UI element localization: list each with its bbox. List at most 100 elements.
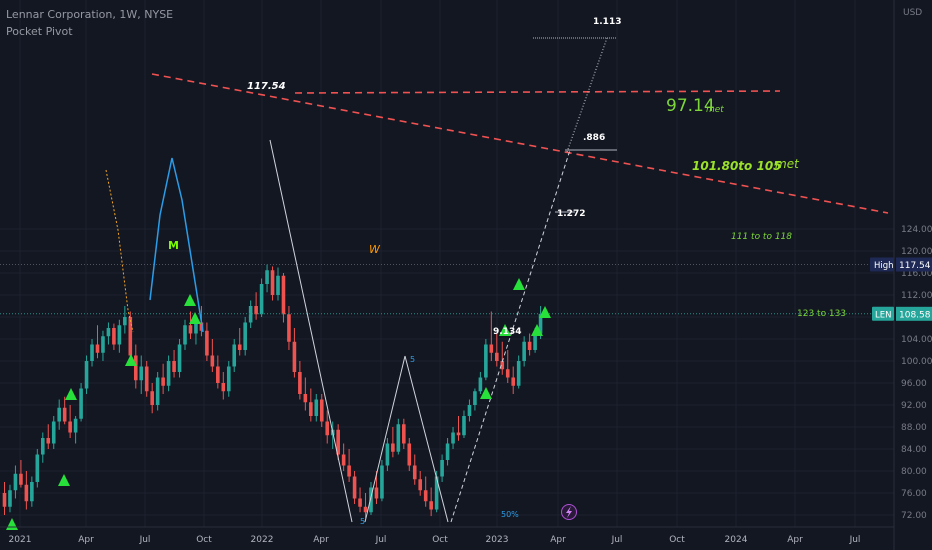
indicator-name[interactable]: Pocket Pivot <box>6 25 73 38</box>
high-badge-value-bg <box>896 257 932 272</box>
chart-legend: Lennar Corporation, 1W, NYSE Pocket Pivo… <box>6 6 173 40</box>
candle-body <box>495 352 499 361</box>
candle-body <box>303 394 308 403</box>
candle-body <box>451 432 455 444</box>
time-tick-label: Jul <box>139 535 151 545</box>
candle-body <box>155 377 160 405</box>
symbol-title[interactable]: Lennar Corporation, 1W, NYSE <box>6 8 174 21</box>
peak-resistance-line <box>294 90 781 94</box>
pocket-pivot-signal <box>184 294 196 306</box>
candle-body <box>347 465 351 477</box>
candle-body <box>489 344 494 353</box>
m-pattern-label: M <box>168 239 179 252</box>
target-10180-label: 101.80to 105 <box>692 159 782 173</box>
candle-body <box>144 366 149 392</box>
candle-body <box>352 476 357 499</box>
time-tick-label: 2021 <box>9 535 32 545</box>
wave-5b-label: 5 <box>360 517 365 526</box>
candle-body <box>270 270 275 295</box>
candle-body <box>90 344 94 361</box>
candle-body <box>538 313 543 334</box>
price-tick-label: 80.00 <box>901 467 927 477</box>
candle-body <box>248 306 253 323</box>
fib-1272-label: 1.272 <box>557 209 585 219</box>
chart-grid <box>0 0 894 527</box>
time-tick-label: Jul <box>849 535 861 545</box>
candle-body <box>139 366 144 381</box>
time-tick-label: Oct <box>196 535 212 545</box>
candle-body <box>380 465 384 499</box>
candle-body <box>51 421 56 444</box>
candle-body <box>35 454 40 482</box>
candle-body <box>473 391 477 405</box>
target-9714-label: 97.14 <box>666 96 715 116</box>
fib-base-line <box>450 149 571 523</box>
ticker-badge-label-bg <box>872 306 894 321</box>
candle-body <box>511 377 516 386</box>
candle-body <box>150 391 154 405</box>
candle-body <box>292 341 297 372</box>
candle-body <box>237 344 242 350</box>
wave-line-down <box>404 355 449 523</box>
wave-5-label: 5 <box>410 355 415 364</box>
candle-body <box>112 328 116 345</box>
candle-body <box>412 465 417 480</box>
time-tick-label: 2024 <box>725 535 748 545</box>
wave-line-up <box>364 355 406 523</box>
candle-body <box>172 361 176 372</box>
candle-body <box>2 493 7 507</box>
pocket-pivot-signal <box>125 354 137 366</box>
candle-body <box>210 355 215 367</box>
candle-body <box>418 479 423 491</box>
pocket-pivot-signal <box>58 474 70 486</box>
candle-body <box>533 333 537 350</box>
candle-body <box>374 487 379 499</box>
candle-body <box>385 443 390 466</box>
price-tick-label: 104.00 <box>901 335 932 345</box>
high-badge-label: High <box>874 261 894 271</box>
price-tick-label: 72.00 <box>901 511 927 521</box>
candle-body <box>429 501 433 510</box>
candle-body <box>402 424 406 444</box>
candle-body <box>456 432 461 436</box>
candle-body <box>462 416 466 436</box>
candle-body <box>478 377 483 392</box>
price-tick-label: 96.00 <box>901 379 927 389</box>
price-tick-label: 124.00 <box>901 225 932 235</box>
pocket-pivot-signal <box>6 518 18 530</box>
time-tick-label: Apr <box>787 535 803 545</box>
candle-body <box>363 506 368 513</box>
pocket-pivot-signal <box>65 388 77 400</box>
price-tick-label: 92.00 <box>901 401 927 411</box>
peak-price-label: 117.54 <box>247 81 286 92</box>
candle-body <box>287 314 291 342</box>
drawing-tools <box>0 37 894 523</box>
candle-body <box>254 306 258 315</box>
fib-1113-label: 1.113 <box>593 17 621 27</box>
candle-body <box>73 418 78 433</box>
high-badge-label-bg <box>870 257 894 272</box>
chart-annotations: 117.541.113.8861.2729.13497.14met101.80t… <box>168 17 846 526</box>
time-tick-label: Jul <box>611 535 623 545</box>
candle-body <box>281 275 286 315</box>
candle-body <box>46 438 51 444</box>
candle-body <box>527 341 532 350</box>
candle-body <box>84 361 89 389</box>
decline-line <box>269 139 353 523</box>
ticker-badge-value-bg <box>896 306 932 321</box>
currency-label: USD <box>903 8 922 18</box>
candle-body <box>128 317 133 356</box>
candle-body <box>79 388 83 419</box>
price-tick-label: 116.00 <box>901 269 932 279</box>
time-tick-label: Apr <box>550 535 566 545</box>
candle-body <box>40 438 45 455</box>
target-123-label: 123 to 133 <box>797 309 846 319</box>
candle-body <box>522 341 526 361</box>
candle-body <box>161 377 165 386</box>
time-tick-label: Apr <box>313 535 329 545</box>
fib-886-label: .886 <box>583 133 605 143</box>
time-tick-label: Jul <box>375 535 387 545</box>
candle-body <box>226 366 231 392</box>
candle-body <box>276 275 280 295</box>
